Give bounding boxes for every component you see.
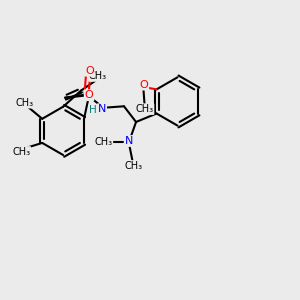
Text: N: N xyxy=(124,136,133,146)
Text: CH₃: CH₃ xyxy=(12,147,30,157)
Text: O: O xyxy=(140,80,148,90)
Text: CH₃: CH₃ xyxy=(94,137,112,148)
Text: O: O xyxy=(85,66,94,76)
Text: CH₃: CH₃ xyxy=(16,98,34,108)
Text: CH₃: CH₃ xyxy=(89,71,107,81)
Text: H: H xyxy=(89,105,97,115)
Text: CH₃: CH₃ xyxy=(124,161,142,171)
Text: N: N xyxy=(98,104,106,114)
Text: O: O xyxy=(85,90,93,100)
Text: CH₃: CH₃ xyxy=(135,104,154,114)
